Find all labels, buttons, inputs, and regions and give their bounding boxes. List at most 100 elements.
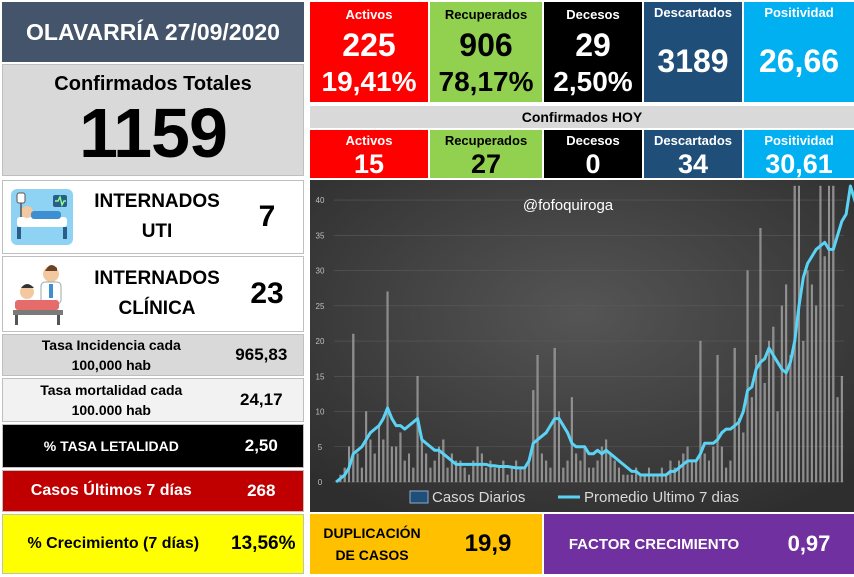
bar-casos-diarios (815, 305, 818, 483)
recuperados-value: 906 (459, 27, 513, 63)
bar-casos-diarios (836, 397, 839, 483)
bar-casos-diarios (609, 453, 612, 483)
legend-bars-label: Casos Diarios (432, 489, 525, 506)
bar-casos-diarios (776, 411, 779, 483)
hoy-descartados-card: Descartados 34 (644, 130, 742, 178)
bar-casos-diarios (519, 467, 522, 483)
crecimiento-row: % Crecimiento (7 días) 13,56% (2, 514, 304, 574)
bar-casos-diarios (502, 460, 505, 483)
hoy-descartados-label: Descartados (653, 133, 733, 148)
hoy-recuperados-value: 27 (470, 149, 502, 179)
legend-bars-swatch (409, 490, 429, 504)
series-line-promedio (335, 184, 854, 484)
y-tick-label: 25 (316, 302, 325, 311)
bar-casos-diarios (377, 425, 380, 483)
tasa-mortalidad-value: 24,17 (240, 390, 283, 409)
activos-pct: 19,41% (321, 66, 417, 97)
bar-casos-diarios (382, 439, 385, 483)
bar-casos-diarios (506, 474, 509, 483)
bar-casos-diarios (399, 432, 402, 483)
bar-casos-diarios (695, 460, 698, 483)
daily-cases-chart: 0 5 10 15 20 25 30 35 40 @fofoquiroga Casos Diar… (310, 180, 854, 512)
activos-label: Activos (345, 7, 393, 22)
bar-casos-diarios (832, 185, 835, 483)
bar-casos-diarios (750, 397, 753, 483)
decesos-value: 29 (575, 27, 611, 63)
bar-casos-diarios (403, 460, 406, 483)
hoy-decesos-label: Decesos (566, 133, 620, 148)
doctor-patient-icon (13, 265, 63, 325)
y-tick-label: 5 (318, 443, 323, 452)
bar-casos-diarios (480, 453, 483, 483)
descartados-card: Descartados 3189 (644, 2, 742, 102)
bar-casos-diarios (763, 383, 766, 483)
bar-casos-diarios (352, 333, 355, 483)
bar-casos-diarios (840, 376, 843, 483)
bar-casos-diarios (742, 432, 745, 483)
y-tick-label: 10 (316, 408, 325, 417)
bar-casos-diarios (390, 446, 393, 483)
bar-casos-diarios (365, 411, 368, 483)
page-title-box: OLAVARRÍA 27/09/2020 (2, 2, 304, 62)
bar-casos-diarios (540, 453, 543, 483)
bar-casos-diarios (407, 453, 410, 483)
bar-casos-diarios (785, 284, 788, 483)
descartados-label: Descartados (653, 5, 733, 20)
y-tick-label: 40 (316, 196, 325, 205)
bar-casos-diarios (583, 446, 586, 483)
hoy-positividad-card: Positividad 30,61 (744, 130, 854, 178)
bar-casos-diarios (630, 474, 633, 483)
tasa-mortalidad-label: Tasa mortalidad cada 100.000 hab (40, 382, 183, 418)
bar-casos-diarios (356, 453, 359, 483)
bar-casos-diarios (720, 446, 723, 483)
bar-casos-diarios (523, 467, 526, 483)
casos-ultimos-7-label: Casos Últimos 7 días (30, 482, 192, 499)
bar-casos-diarios (515, 460, 518, 483)
duplicacion-label: DUPLICACIÓN DE CASOS (323, 525, 421, 563)
tasa-mortalidad-row: Tasa mortalidad cada 100.000 hab 24,17 (2, 378, 304, 422)
bar-casos-diarios (463, 467, 466, 483)
positividad-label: Positividad (764, 5, 834, 20)
bar-casos-diarios (729, 460, 732, 483)
bar-casos-diarios (493, 467, 496, 483)
bar-casos-diarios (707, 460, 711, 483)
bar-casos-diarios (425, 453, 428, 483)
hoy-positividad-label: Positividad (764, 133, 834, 148)
bar-casos-diarios (823, 256, 826, 483)
bar-casos-diarios (827, 185, 831, 483)
y-tick-label: 30 (316, 267, 325, 276)
y-tick-label: 0 (318, 478, 323, 487)
tasa-letalidad-label: % TASA LETALIDAD (43, 438, 179, 454)
bar-casos-diarios (579, 460, 582, 483)
bar-casos-diarios (536, 354, 539, 483)
bar-casos-diarios (587, 467, 591, 483)
chart-canvas: 0 5 10 15 20 25 30 35 40 @fofoquiroga Casos Diar… (310, 180, 854, 512)
crecimiento-label: % Crecimiento (7 días) (27, 535, 200, 552)
positividad-card: Positividad 26,66 (744, 2, 854, 102)
internados-uti-value: 7 (258, 200, 276, 233)
hoy-positividad-value: 30,61 (765, 149, 833, 179)
y-tick-label: 15 (316, 372, 325, 381)
bar-casos-diarios (746, 270, 749, 483)
factor-crecimiento-value: 0,97 (787, 531, 831, 556)
bar-casos-diarios (472, 460, 475, 483)
recuperados-label: Recuperados (444, 7, 528, 22)
bar-casos-diarios (553, 347, 556, 483)
tasa-incidencia-value: 965,83 (235, 345, 288, 364)
bar-casos-diarios (802, 340, 805, 483)
bar-casos-diarios (455, 460, 458, 483)
y-tick-label: 35 (316, 231, 325, 240)
tasa-incidencia-row: Tasa Incidencia cada 100,000 hab 965,83 (2, 334, 304, 376)
bar-casos-diarios (797, 185, 801, 483)
bar-casos-diarios (617, 467, 621, 483)
bar-casos-diarios (703, 453, 706, 483)
legend-line-label: Promedio Ultimo 7 dias (584, 489, 739, 506)
confirmed-totals-label: Confirmados Totales (54, 72, 252, 95)
confirmed-totals-card: Confirmados Totales 1159 (2, 64, 304, 176)
bar-casos-diarios (510, 467, 513, 483)
bar-casos-diarios (767, 340, 771, 483)
bar-casos-diarios (557, 411, 560, 483)
internados-clinica-value: 23 (250, 277, 284, 310)
hoy-activos-label: Activos (345, 133, 393, 148)
bar-casos-diarios (459, 460, 462, 483)
